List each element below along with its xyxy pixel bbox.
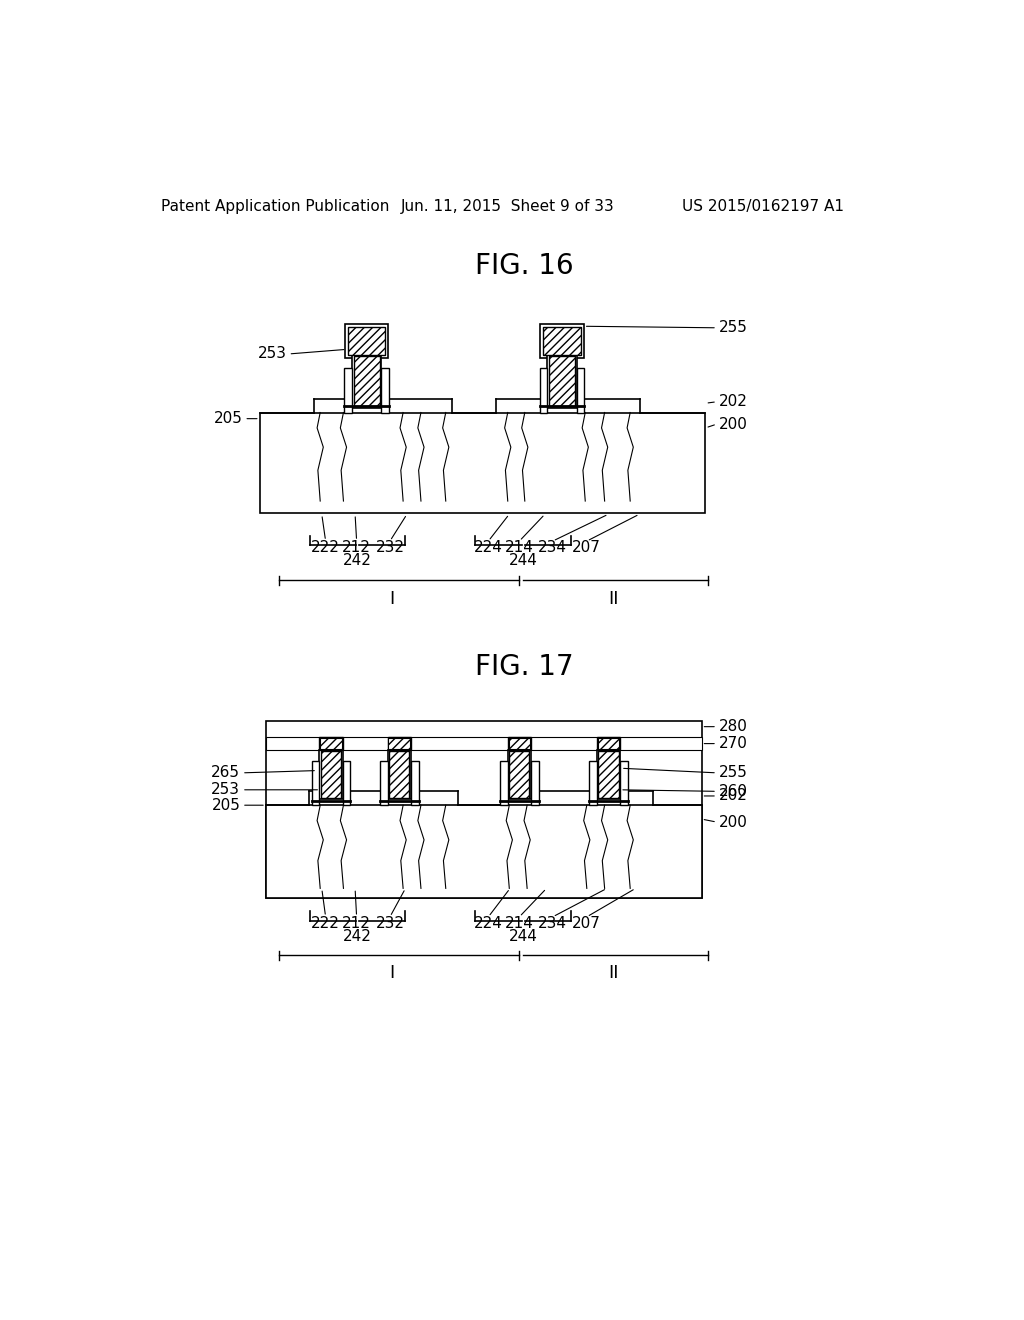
Text: FIG. 17: FIG. 17 — [475, 652, 574, 681]
Bar — [598, 738, 620, 748]
Bar — [509, 738, 530, 748]
Bar — [509, 751, 529, 797]
Text: II: II — [608, 590, 618, 607]
Bar — [509, 751, 529, 797]
Bar — [509, 738, 530, 748]
Bar — [321, 738, 342, 748]
Bar — [598, 751, 618, 797]
Text: 200: 200 — [719, 814, 748, 830]
Bar — [348, 327, 385, 355]
Bar — [389, 751, 410, 797]
Bar — [549, 356, 575, 407]
Bar — [531, 760, 539, 805]
Text: 242: 242 — [343, 928, 373, 944]
Bar — [549, 356, 575, 407]
Text: 207: 207 — [572, 916, 601, 931]
Bar — [388, 738, 410, 748]
Bar — [321, 751, 341, 797]
Text: 253: 253 — [211, 783, 241, 797]
Text: 265: 265 — [211, 766, 241, 780]
Bar — [345, 323, 388, 358]
Bar — [589, 760, 597, 805]
Text: 205: 205 — [212, 797, 241, 813]
Text: 214: 214 — [505, 916, 534, 931]
Bar — [352, 355, 381, 408]
Text: 244: 244 — [509, 553, 538, 568]
Bar — [319, 750, 343, 799]
Bar — [388, 738, 411, 750]
Text: 232: 232 — [376, 540, 404, 554]
Text: 234: 234 — [539, 916, 567, 931]
Text: 205: 205 — [214, 411, 243, 426]
Bar — [598, 738, 620, 748]
Bar — [411, 760, 419, 805]
Bar — [260, 412, 706, 512]
Bar — [319, 738, 343, 750]
Text: 270: 270 — [719, 737, 748, 751]
Text: 200: 200 — [719, 417, 748, 432]
Bar — [508, 750, 531, 799]
Bar — [353, 356, 380, 407]
Bar — [540, 368, 547, 412]
Bar — [344, 368, 352, 412]
Bar — [597, 738, 621, 750]
Text: 280: 280 — [719, 719, 748, 734]
Bar — [266, 738, 701, 750]
Text: 202: 202 — [719, 788, 748, 804]
Bar — [621, 760, 628, 805]
Bar — [544, 327, 581, 355]
Bar — [343, 760, 350, 805]
Bar — [353, 356, 380, 407]
Text: 224: 224 — [474, 916, 503, 931]
Text: 232: 232 — [376, 916, 404, 931]
Text: 255: 255 — [719, 766, 748, 780]
Bar — [544, 327, 581, 355]
Bar — [388, 738, 410, 748]
Bar — [389, 751, 410, 797]
Text: 253: 253 — [258, 346, 287, 362]
Text: 222: 222 — [311, 916, 340, 931]
Bar — [508, 738, 531, 750]
Bar — [348, 327, 385, 355]
Text: Patent Application Publication: Patent Application Publication — [161, 198, 389, 214]
Text: 212: 212 — [342, 916, 371, 931]
Text: I: I — [389, 964, 394, 982]
Text: I: I — [389, 590, 394, 607]
Text: 214: 214 — [505, 540, 534, 554]
Bar — [321, 738, 342, 748]
Text: 202: 202 — [719, 395, 748, 409]
Text: 255: 255 — [719, 321, 748, 335]
Text: II: II — [608, 964, 618, 982]
Bar — [541, 323, 584, 358]
Bar — [500, 760, 508, 805]
Text: 234: 234 — [539, 540, 567, 554]
Text: Jun. 11, 2015  Sheet 9 of 33: Jun. 11, 2015 Sheet 9 of 33 — [400, 198, 614, 214]
Bar — [577, 368, 585, 412]
Bar — [388, 750, 411, 799]
Text: 222: 222 — [311, 540, 340, 554]
Bar — [597, 750, 621, 799]
Bar — [380, 760, 388, 805]
Text: 224: 224 — [474, 540, 503, 554]
Bar — [598, 751, 618, 797]
Bar — [547, 355, 577, 408]
Bar — [266, 721, 701, 898]
Text: 207: 207 — [572, 540, 601, 554]
Text: 244: 244 — [509, 928, 538, 944]
Bar — [311, 760, 319, 805]
Text: 212: 212 — [342, 540, 371, 554]
Bar — [266, 805, 701, 898]
Bar — [321, 751, 341, 797]
Text: 242: 242 — [343, 553, 373, 568]
Text: FIG. 16: FIG. 16 — [475, 252, 574, 280]
Bar — [381, 368, 389, 412]
Text: 260: 260 — [719, 784, 748, 799]
Text: US 2015/0162197 A1: US 2015/0162197 A1 — [683, 198, 845, 214]
